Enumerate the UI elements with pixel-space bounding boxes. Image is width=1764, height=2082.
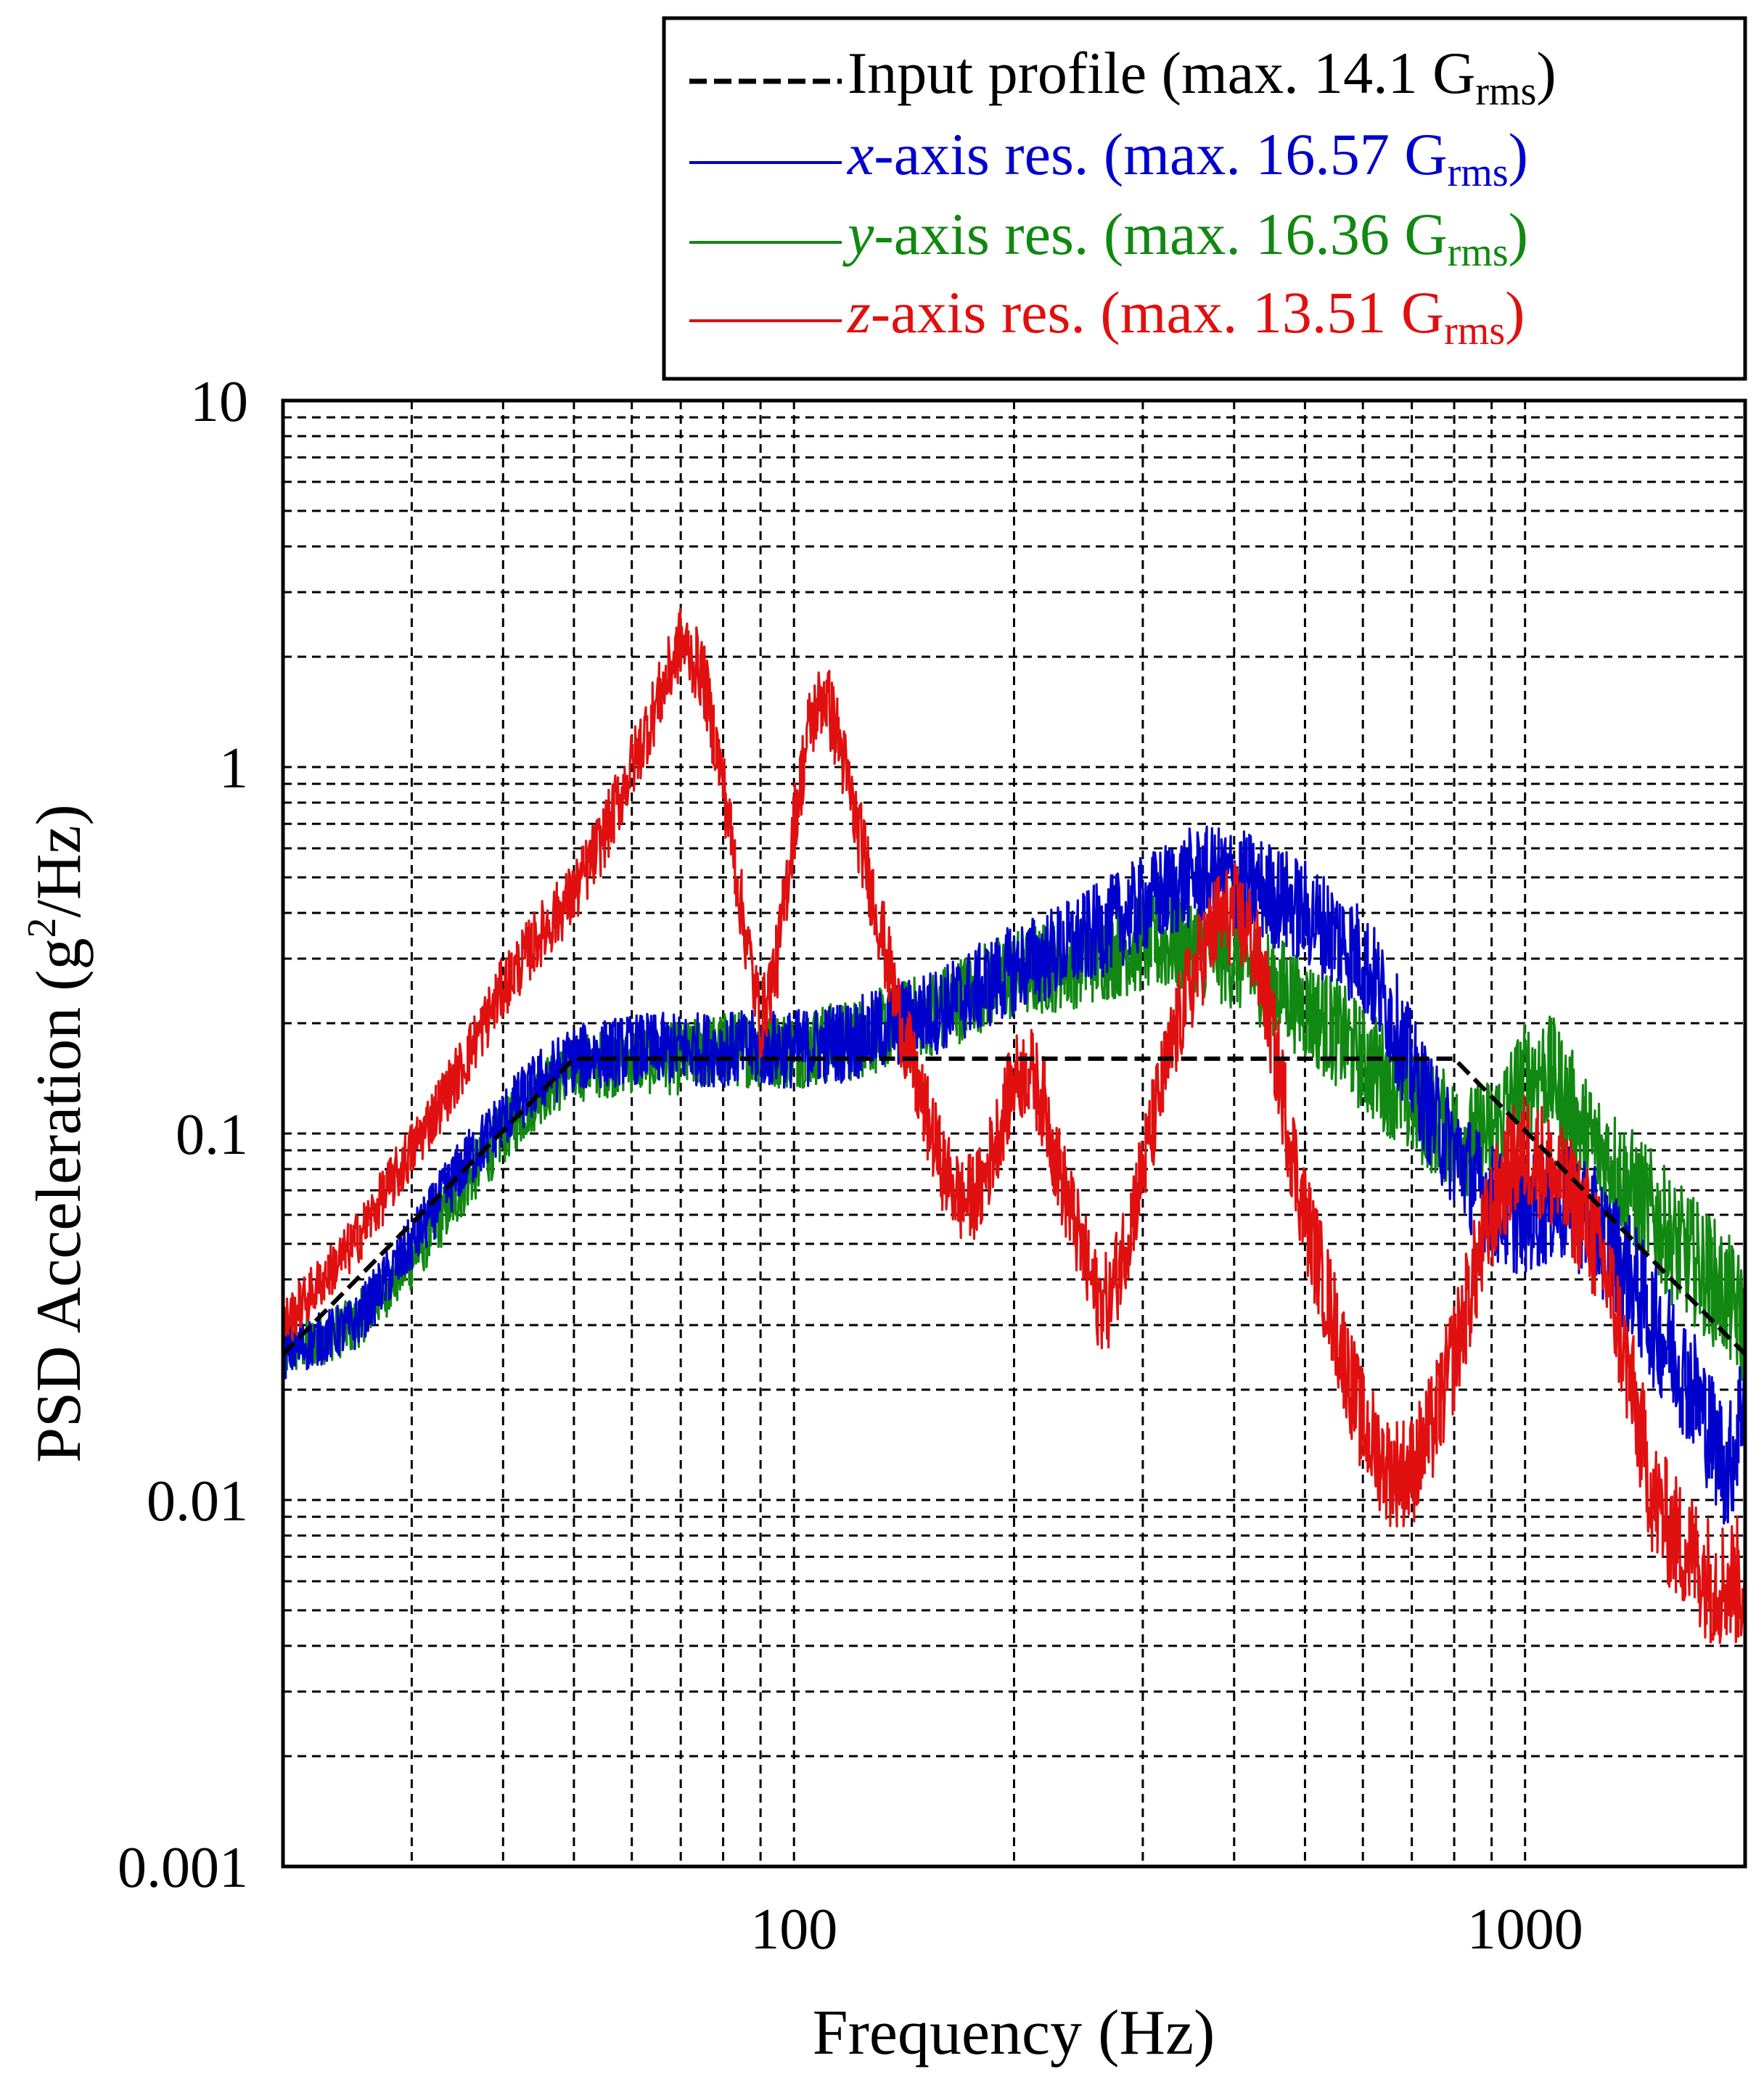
y-tick-label: 0.01 <box>147 1470 248 1533</box>
legend-label-x: x-axis res. (max. 16.57 Grms) <box>847 121 1528 195</box>
y-tick-label: 0.001 <box>118 1836 248 1900</box>
axis-tick-labels: 100 1000 10 1 0.1 0.01 0.001 <box>118 370 1583 1962</box>
legend-text: -axis res. (max. 13.51 G <box>871 279 1444 345</box>
legend: Input profile (max. 14.1 Grms)x-axis res… <box>662 16 1747 381</box>
plot-frame <box>281 398 1747 1869</box>
legend-axis-letter: z <box>847 279 871 345</box>
legend-axis-letter: y <box>842 201 874 267</box>
y-axis-title-main: PSD Acceleration (g <box>24 938 94 1462</box>
y-tick-label: 1 <box>219 737 248 800</box>
legend-label-z: z-axis res. (max. 13.51 Grms) <box>847 279 1525 353</box>
legend-subscript: rms <box>1448 150 1509 195</box>
legend-label-input: Input profile (max. 14.1 Grms) <box>848 40 1556 114</box>
legend-text: -axis res. (max. 16.57 G <box>874 121 1447 187</box>
legend-subscript: rms <box>1475 69 1536 114</box>
y-axis-title-tail: /Hz) <box>24 804 94 917</box>
legend-text: Input profile (max. 14.1 G <box>848 40 1475 106</box>
series-line-z-axis <box>282 607 1747 1644</box>
legend-box <box>662 16 1747 381</box>
legend-close-paren: ) <box>1509 121 1528 187</box>
legend-axis-letter: x <box>847 121 874 187</box>
legend-label-y: y-axis res. (max. 16.36 Grms) <box>842 201 1528 275</box>
series-line-y-axis <box>282 891 1747 1381</box>
legend-close-paren: ) <box>1536 40 1556 106</box>
legend-close-paren: ) <box>1505 279 1525 345</box>
plot-series <box>281 607 1747 1644</box>
y-axis-title-sup: 2 <box>20 917 65 938</box>
legend-text: -axis res. (max. 16.36 G <box>874 201 1447 267</box>
x-tick-label: 1000 <box>1467 1898 1583 1962</box>
series-line-x-axis <box>282 825 1747 1525</box>
legend-subscript: rms <box>1448 230 1509 275</box>
y-axis-title: PSD Acceleration (g2/Hz) <box>20 804 94 1463</box>
legend-close-paren: ) <box>1509 201 1528 267</box>
y-tick-label: 10 <box>190 370 248 434</box>
x-tick-label: 100 <box>750 1898 837 1962</box>
x-axis-title: Frequency (Hz) <box>813 1998 1215 2068</box>
y-tick-label: 0.1 <box>176 1103 248 1167</box>
grid-lines <box>283 401 1745 1866</box>
legend-subscript: rms <box>1444 308 1505 353</box>
